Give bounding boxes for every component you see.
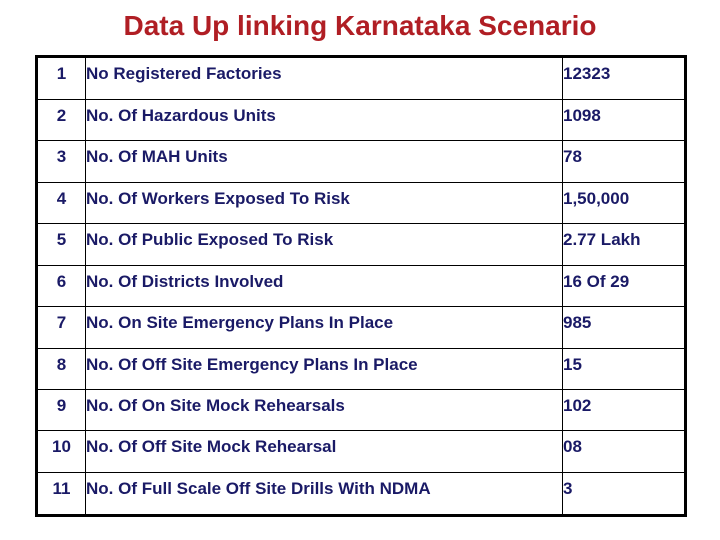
- row-label: No. Of Public Exposed To Risk: [85, 223, 563, 266]
- row-number: 2: [36, 98, 86, 142]
- row-value: 12323: [562, 56, 686, 100]
- row-number: 4: [36, 181, 86, 225]
- row-value: 2.77 Lakh: [562, 223, 686, 266]
- row-label: No. On Site Emergency Plans In Place: [85, 306, 563, 349]
- row-number: 3: [36, 140, 86, 183]
- row-value: 1098: [562, 98, 686, 142]
- table-row: 1 No Registered Factories 12323: [36, 56, 686, 100]
- table-row: 2 No. Of Hazardous Units 1098: [36, 98, 686, 142]
- row-value: 08: [562, 430, 686, 473]
- row-value: 78: [562, 140, 686, 183]
- row-number: 11: [36, 471, 86, 517]
- row-value: 985: [562, 306, 686, 349]
- row-number: 9: [36, 389, 86, 432]
- row-value: 16 Of 29: [562, 264, 686, 308]
- row-number: 7: [36, 306, 86, 349]
- table-body: 1 No Registered Factories 12323 2 No. Of…: [36, 56, 686, 517]
- table-row: 8 No. Of Off Site Emergency Plans In Pla…: [36, 347, 686, 391]
- row-value: 1,50,000: [562, 181, 686, 225]
- table-row: 10 No. Of Off Site Mock Rehearsal 08: [36, 430, 686, 473]
- table-row: 4 No. Of Workers Exposed To Risk 1,50,00…: [36, 181, 686, 225]
- row-label: No. Of Districts Involved: [85, 264, 563, 308]
- row-label: No. Of Hazardous Units: [85, 98, 563, 142]
- row-number: 6: [36, 264, 86, 308]
- row-label: No. Of Full Scale Off Site Drills With N…: [85, 471, 563, 517]
- table-row: 7 No. On Site Emergency Plans In Place 9…: [36, 306, 686, 349]
- row-value: 15: [562, 347, 686, 391]
- table-row: 6 No. Of Districts Involved 16 Of 29: [36, 264, 686, 308]
- table-row: 9 No. Of On Site Mock Rehearsals 102: [36, 389, 686, 432]
- row-label: No. Of Workers Exposed To Risk: [85, 181, 563, 225]
- table-row: 11 No. Of Full Scale Off Site Drills Wit…: [36, 471, 686, 517]
- slide-title: Data Up linking Karnataka Scenario: [123, 10, 597, 41]
- table-row: 3 No. Of MAH Units 78: [36, 140, 686, 183]
- row-label: No. Of Off Site Mock Rehearsal: [85, 430, 563, 473]
- table-row: 5 No. Of Public Exposed To Risk 2.77 Lak…: [36, 223, 686, 266]
- row-value: 3: [562, 471, 686, 517]
- row-label: No. Of On Site Mock Rehearsals: [85, 389, 563, 432]
- row-number: 1: [36, 56, 86, 100]
- row-value: 102: [562, 389, 686, 432]
- row-number: 10: [36, 430, 86, 473]
- row-number: 5: [36, 223, 86, 266]
- row-label: No. Of Off Site Emergency Plans In Place: [85, 347, 563, 391]
- row-number: 8: [36, 347, 86, 391]
- row-label: No Registered Factories: [85, 56, 563, 100]
- row-label: No. Of MAH Units: [85, 140, 563, 183]
- karnataka-scenario-table: 1 No Registered Factories 12323 2 No. Of…: [35, 55, 687, 517]
